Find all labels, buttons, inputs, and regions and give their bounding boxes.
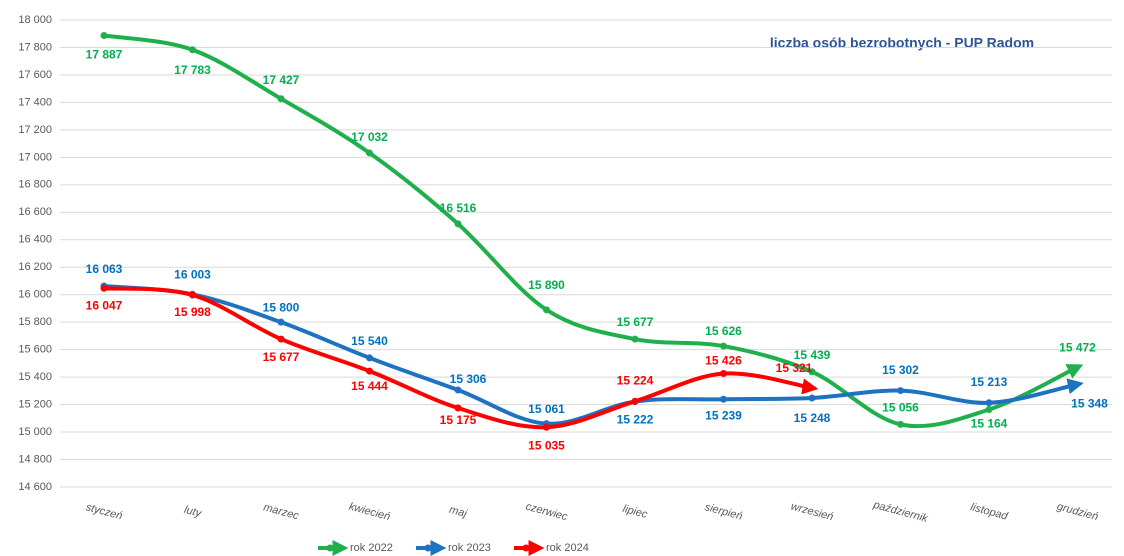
data-point: [808, 394, 816, 402]
y-tick-label: 16 000: [18, 289, 52, 301]
y-tick-label: 18 000: [18, 14, 52, 26]
data-point: [189, 46, 196, 54]
x-tick-label: kwiecień: [348, 501, 392, 524]
data-point: [720, 395, 727, 403]
x-tick-label: listopad: [969, 501, 1010, 523]
y-tick-label: 15 200: [18, 398, 52, 410]
x-tick-label: marzec: [262, 501, 300, 522]
data-point: [189, 291, 196, 299]
data-point: [543, 423, 550, 431]
legend-label: rok 2024: [546, 542, 589, 554]
x-tick-label: sierpień: [703, 501, 743, 523]
data-label: 15 222: [617, 413, 654, 427]
y-tick-label: 14 600: [18, 481, 52, 493]
legend-label: rok 2023: [448, 542, 491, 554]
x-tick-label: lipiec: [621, 503, 649, 521]
y-tick-label: 17 600: [18, 69, 52, 81]
data-label: 15 224: [617, 373, 654, 387]
data-label: 17 887: [86, 48, 123, 62]
data-point: [985, 399, 993, 407]
data-point: [100, 284, 108, 292]
data-label: 15 677: [263, 350, 300, 364]
data-label: 16 516: [440, 201, 477, 215]
data-label: 15 540: [351, 334, 388, 348]
data-point: [897, 420, 904, 428]
data-point: [454, 386, 462, 394]
y-tick-label: 17 800: [18, 41, 52, 53]
y-tick-label: 17 000: [18, 151, 52, 163]
y-tick-label: 14 800: [18, 453, 52, 465]
data-label: 15 998: [174, 305, 211, 319]
data-point: [631, 397, 639, 405]
y-tick-label: 15 400: [18, 371, 52, 383]
data-point: [277, 95, 285, 103]
x-tick-label: luty: [183, 504, 204, 520]
data-point: [366, 354, 373, 362]
data-label: 17 032: [351, 130, 388, 144]
data-label: 15 056: [882, 401, 919, 415]
legend-marker: [424, 544, 432, 552]
data-label: 15 321: [776, 361, 813, 375]
y-tick-label: 17 200: [18, 124, 52, 136]
data-label: 15 164: [971, 417, 1008, 431]
data-label: 15 426: [705, 354, 742, 368]
data-label: 15 472: [1059, 340, 1096, 354]
data-point: [631, 335, 639, 343]
data-label: 17 783: [174, 63, 211, 77]
data-label: 15 800: [263, 300, 300, 314]
data-label: 15 444: [351, 379, 388, 393]
y-tick-label: 16 600: [18, 206, 52, 218]
y-tick-label: 15 000: [18, 426, 52, 438]
data-label: 16 047: [86, 298, 123, 312]
data-label: 15 061: [528, 402, 565, 416]
data-point: [100, 32, 108, 40]
y-tick-label: 16 200: [18, 261, 52, 273]
x-tick-label: czerwiec: [524, 501, 569, 524]
data-point: [277, 318, 285, 326]
data-label: 15 239: [705, 408, 742, 422]
y-tick-label: 15 800: [18, 316, 52, 328]
series-line: [102, 284, 1084, 426]
data-point: [454, 404, 462, 412]
legend-marker: [326, 544, 334, 552]
data-label: 15 677: [617, 315, 654, 329]
x-tick-label: maj: [448, 504, 469, 520]
data-label: 15 348: [1071, 396, 1108, 410]
x-tick-label: wrzesień: [790, 500, 835, 523]
data-label: 16 063: [86, 262, 123, 276]
x-tick-label: styczeń: [84, 501, 123, 522]
y-tick-label: 17 400: [18, 96, 52, 108]
data-point: [720, 342, 727, 350]
data-point: [808, 368, 816, 376]
data-point: [543, 306, 550, 314]
data-point: [277, 335, 285, 343]
data-label: 15 248: [794, 411, 831, 425]
data-label: 15 302: [882, 363, 919, 377]
data-label: 15 626: [705, 324, 742, 338]
legend-marker: [522, 544, 530, 552]
series-line: [102, 33, 1084, 429]
y-tick-label: 16 800: [18, 179, 52, 191]
data-point: [985, 406, 993, 414]
data-label: 15 035: [528, 438, 565, 452]
data-label: 17 427: [263, 73, 300, 87]
data-label: 15 439: [794, 348, 831, 362]
data-point: [897, 387, 904, 395]
x-tick-label: grudzień: [1056, 501, 1100, 524]
data-label: 15 175: [440, 413, 477, 427]
chart-title: liczba osób bezrobotnych - PUP Radom: [770, 35, 1034, 51]
data-label: 16 003: [174, 267, 211, 281]
legend-label: rok 2022: [350, 542, 393, 554]
data-point: [366, 149, 373, 157]
x-tick-label: październik: [871, 499, 929, 525]
data-label: 15 890: [528, 278, 565, 292]
y-tick-label: 16 400: [18, 234, 52, 246]
data-label: 15 306: [450, 372, 487, 386]
data-point: [454, 220, 462, 228]
data-point: [720, 370, 727, 378]
data-point: [366, 367, 373, 375]
data-label: 15 213: [971, 375, 1008, 389]
y-tick-label: 15 600: [18, 344, 52, 356]
